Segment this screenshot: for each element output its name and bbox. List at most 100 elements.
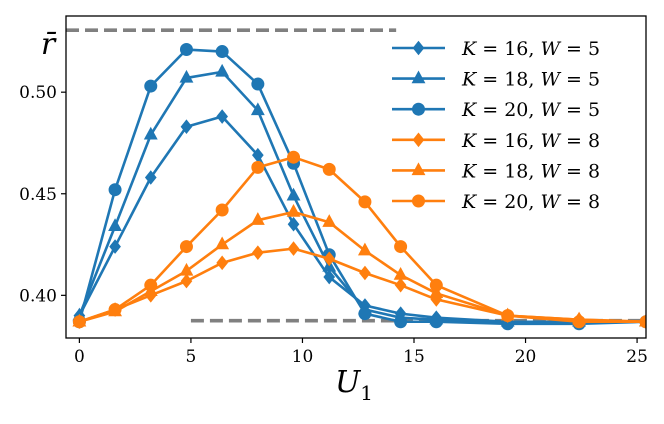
- data-point: [322, 162, 336, 176]
- data-point: [394, 315, 408, 329]
- legend-w-value: = 5: [560, 69, 600, 91]
- data-point: [322, 214, 337, 227]
- data-point: [143, 126, 158, 140]
- data-point: [109, 239, 121, 254]
- series-line-2: [78, 70, 646, 324]
- legend-k-symbol: K: [461, 130, 478, 152]
- data-point: [108, 183, 122, 197]
- legend-w-symbol: W: [540, 130, 561, 152]
- legend-w-symbol: W: [540, 160, 561, 182]
- y-axis-title: r̄: [41, 27, 57, 62]
- y-tick-label: 0.50: [19, 83, 57, 103]
- legend-item-5: K = 18, W = 8: [392, 160, 600, 182]
- legend-w-value: = 8: [560, 160, 600, 182]
- data-point: [250, 102, 265, 116]
- legend-w-value: = 8: [560, 130, 600, 152]
- data-point: [180, 273, 193, 289]
- data-point: [108, 303, 122, 317]
- data-point: [215, 203, 229, 217]
- legend-marker: [412, 132, 425, 148]
- legend-label: K = 20, W = 8: [461, 191, 600, 213]
- legend: K = 16, W = 5K = 18, W = 5K = 20, W = 5K…: [392, 38, 600, 213]
- series-line-3: [78, 48, 646, 326]
- data-point: [144, 170, 157, 185]
- data-point: [394, 277, 407, 293]
- data-point: [215, 63, 230, 77]
- legend-k-symbol: K: [461, 191, 478, 213]
- reference-lines: [66, 28, 646, 323]
- x-tick-label: 20: [515, 347, 537, 367]
- x-tick-label: 10: [292, 347, 314, 367]
- y-tick-label: 0.40: [19, 286, 57, 306]
- data-point: [180, 119, 193, 135]
- data-point: [144, 79, 158, 93]
- x-axis-title-main: U: [335, 365, 362, 400]
- data-point: [501, 309, 515, 323]
- legend-item-4: K = 16, W = 8: [392, 130, 600, 152]
- data-point: [179, 240, 193, 254]
- data-point: [358, 195, 372, 209]
- data-point: [323, 269, 336, 285]
- series-6: [72, 150, 646, 329]
- data-point: [572, 315, 586, 329]
- data-point: [394, 240, 408, 254]
- data-point: [216, 255, 228, 271]
- legend-w-symbol: W: [540, 99, 561, 121]
- x-tick-label: 5: [186, 347, 197, 367]
- legend-marker: [411, 162, 426, 176]
- series-3: [72, 43, 646, 331]
- data-point: [359, 265, 371, 281]
- x-axis: 0 5 10 15 20 25: [74, 338, 648, 367]
- data-point: [639, 315, 646, 329]
- legend-item-3: K = 20, W = 5: [392, 99, 600, 121]
- data-point: [144, 278, 158, 292]
- data-point: [250, 212, 265, 225]
- legend-item-6: K = 20, W = 8: [392, 191, 600, 213]
- data-point: [429, 315, 443, 329]
- legend-k-value: = 20,: [476, 99, 540, 121]
- data-point: [323, 251, 336, 267]
- x-tick-label: 25: [626, 347, 648, 367]
- data-point: [286, 203, 301, 217]
- x-axis-title: U1: [335, 365, 373, 405]
- legend-label: K = 16, W = 8: [461, 130, 600, 152]
- legend-k-symbol: K: [461, 38, 478, 60]
- data-point: [179, 43, 193, 57]
- data-point: [287, 241, 300, 256]
- legend-w-symbol: W: [540, 38, 561, 60]
- legend-label: K = 18, W = 8: [461, 160, 600, 182]
- legend-label: K = 18, W = 5: [461, 69, 600, 91]
- legend-label: K = 20, W = 5: [461, 99, 600, 121]
- x-axis-title-subscript: 1: [360, 381, 373, 405]
- legend-marker: [412, 102, 425, 116]
- data-point: [286, 187, 301, 201]
- data-point: [216, 109, 228, 124]
- data-point: [108, 218, 123, 231]
- legend-w-value: = 5: [560, 99, 600, 121]
- legend-marker: [411, 70, 426, 84]
- legend-k-symbol: K: [461, 99, 478, 121]
- data-point: [215, 45, 229, 59]
- legend-k-value: = 16,: [476, 38, 540, 60]
- legend-item-1: K = 16, W = 5: [392, 38, 600, 60]
- legend-k-symbol: K: [461, 160, 478, 182]
- data-point: [393, 266, 408, 280]
- data-point: [72, 315, 86, 329]
- legend-w-symbol: W: [540, 69, 561, 91]
- series-group: [72, 43, 646, 331]
- data-point: [287, 150, 301, 164]
- x-tick-label: 15: [403, 347, 425, 367]
- legend-label: K = 16, W = 5: [461, 38, 600, 60]
- legend-item-2: K = 18, W = 5: [392, 69, 600, 91]
- x-tick-label: 0: [74, 347, 85, 367]
- data-point: [179, 262, 194, 276]
- data-point: [429, 278, 443, 292]
- legend-k-value: = 20,: [476, 191, 540, 213]
- data-point: [251, 160, 265, 174]
- legend-k-value: = 18,: [476, 160, 540, 182]
- data-point: [287, 216, 300, 232]
- data-point: [252, 245, 264, 260]
- legend-w-symbol: W: [540, 191, 561, 213]
